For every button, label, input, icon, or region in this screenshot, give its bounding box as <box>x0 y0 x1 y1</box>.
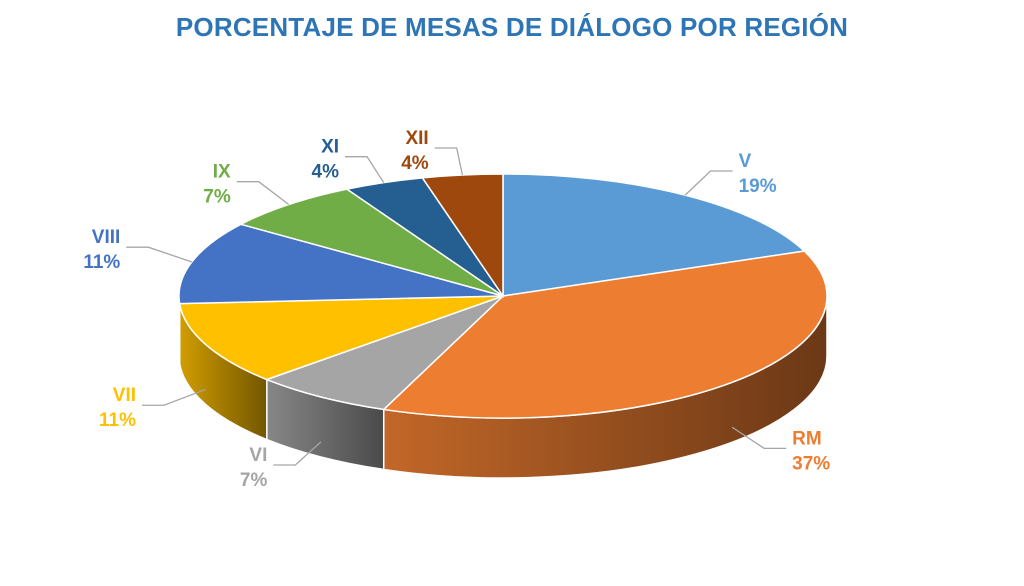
value-label-viii: 11% <box>83 252 120 273</box>
leader-line-viii <box>126 246 193 263</box>
category-label-ix: IX <box>213 162 231 183</box>
category-label-vii: VII <box>113 385 136 406</box>
value-label-ix: 7% <box>203 187 231 208</box>
value-label-xii: 4% <box>401 153 429 174</box>
leader-line-rm <box>731 426 787 449</box>
category-label-vi: VI <box>249 445 267 466</box>
value-label-vi: 7% <box>240 470 268 491</box>
pie-slice-vii <box>178 295 504 381</box>
category-label-v: V <box>739 151 752 172</box>
leader-line-xii <box>434 147 464 176</box>
pie-slice-vi <box>264 295 504 411</box>
chart-title: PORCENTAJE DE MESAS DE DIÁLOGO POR REGIÓ… <box>175 12 849 42</box>
leader-line-vi <box>273 441 322 466</box>
category-label-rm: RM <box>792 428 822 449</box>
leader-line-xi <box>345 156 385 183</box>
pie-slice-viii <box>178 223 504 305</box>
leader-line-vii <box>142 388 206 406</box>
value-label-v: 19% <box>739 176 777 197</box>
value-label-xi: 4% <box>312 162 340 183</box>
category-label-viii: VIII <box>92 227 121 248</box>
leader-line-v <box>684 170 733 196</box>
value-label-vii: 11% <box>99 410 136 431</box>
value-label-rm: 37% <box>792 453 830 474</box>
leader-line-ix <box>236 181 290 206</box>
pie-slice-rm <box>382 250 828 419</box>
category-label-xii: XII <box>405 128 428 149</box>
category-label-xi: XI <box>321 137 339 158</box>
pie-slice-xii <box>421 173 504 299</box>
pie-slice-ix <box>238 188 504 297</box>
